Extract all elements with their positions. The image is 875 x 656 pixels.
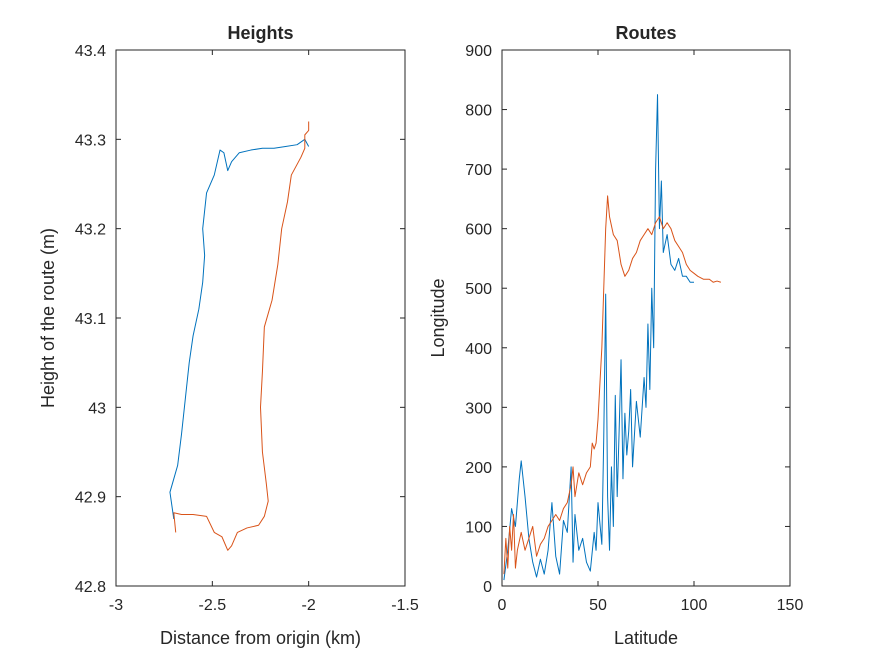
series-line-1 xyxy=(503,94,694,581)
routes-panel: 0 50 100 150 0 100 200 300 400 500 600 700 800 900 Rou… xyxy=(428,23,803,648)
axes-frame xyxy=(501,49,791,587)
series-line-1 xyxy=(169,138,310,520)
chart-title: Routes xyxy=(615,23,676,43)
y-tick-label: 42.8 xyxy=(75,579,106,596)
series-line-2 xyxy=(503,195,722,575)
y-axis-label: Height of the route (m) xyxy=(38,228,58,408)
x-tick-label: -1.5 xyxy=(391,597,419,614)
y-axis-label: Longitude xyxy=(428,278,448,357)
x-axis-label: Distance from origin (km) xyxy=(160,628,361,648)
y-tick-label: 800 xyxy=(465,103,492,120)
x-tick-label: -3 xyxy=(109,597,123,614)
y-tick-label: 100 xyxy=(465,519,492,536)
x-tick-label: 50 xyxy=(589,597,607,614)
y-tick-label: 0 xyxy=(483,579,492,596)
y-tick-label: 43.4 xyxy=(75,43,106,60)
y-tick-label: 900 xyxy=(465,43,492,60)
chart-title: Heights xyxy=(227,23,293,43)
axes-frame xyxy=(115,49,406,587)
y-tick-label: 300 xyxy=(465,400,492,417)
y-tick-label: 600 xyxy=(465,222,492,239)
x-tick-label: -2 xyxy=(302,597,316,614)
y-tick-label: 700 xyxy=(465,162,492,179)
y-tick-label: 43 xyxy=(88,400,106,417)
y-tick-label: 200 xyxy=(465,460,492,477)
x-tick-label: 150 xyxy=(777,597,804,614)
heights-panel: -3 -2.5 -2 -1.5 42.8 42.9 43 43.1 43.2 43.3 43.4 He… xyxy=(38,23,419,648)
y-tick-label: 43.2 xyxy=(75,222,106,239)
x-tick-label: 100 xyxy=(681,597,708,614)
x-tick-label: 0 xyxy=(498,597,507,614)
y-tick-label: 43.3 xyxy=(75,132,106,149)
x-tick-label: -2.5 xyxy=(199,597,227,614)
x-axis-label: Latitude xyxy=(614,628,678,648)
y-tick-label: 43.1 xyxy=(75,311,106,328)
y-tick-label: 500 xyxy=(465,281,492,298)
series-line-2 xyxy=(173,121,310,551)
y-tick-label: 400 xyxy=(465,341,492,358)
y-tick-label: 42.9 xyxy=(75,490,106,507)
